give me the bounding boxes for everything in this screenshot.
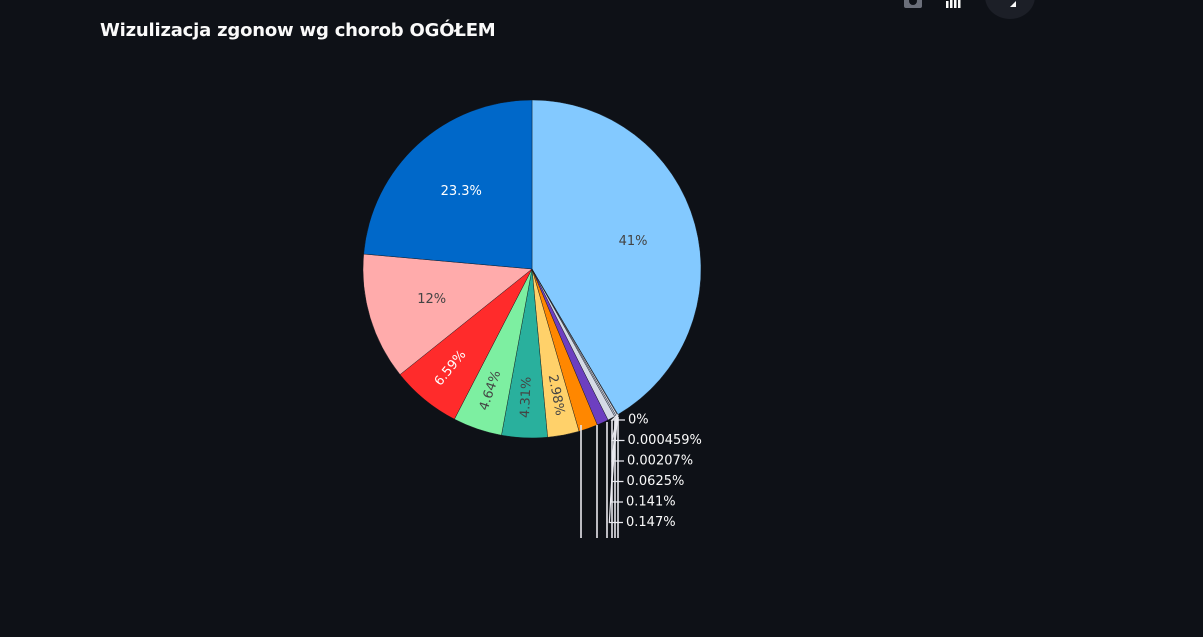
slice-label: 12%: [417, 292, 446, 307]
slice-label-outside: 0.147%: [626, 515, 676, 530]
chart-title: Wizulizacja zgonow wg chorob OGÓŁEM: [100, 20, 496, 41]
fullscreen-icon: [985, 1, 1035, 23]
slice-label-outside: 0.141%: [626, 495, 676, 510]
pie-slice[interactable]: [362, 253, 533, 375]
slice-label-outside: 0%: [628, 413, 649, 428]
slice-label-outside: 0.00207%: [627, 454, 693, 469]
slice-label-outside: 0.0625%: [627, 474, 685, 489]
slice-label: 23.3%: [441, 184, 482, 199]
pie-slice[interactable]: [363, 99, 533, 270]
slice-label-outside: 0.000459%: [628, 433, 702, 448]
slice-label: 41%: [619, 234, 648, 249]
slice-label: 4.31%: [518, 376, 535, 418]
camera-icon[interactable]: [903, 0, 925, 10]
fullscreen-button[interactable]: [985, 0, 1035, 19]
pie-slice[interactable]: [531, 99, 702, 415]
bar-chart-icon[interactable]: [943, 0, 965, 10]
